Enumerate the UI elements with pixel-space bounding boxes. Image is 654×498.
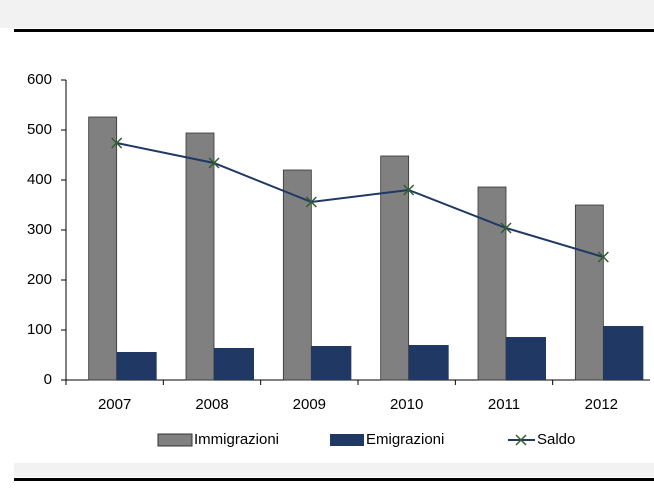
x-tick-label: 2010 [390,396,423,413]
top-rule [14,29,654,32]
y-tick-label: 200 [27,271,52,288]
bar [574,204,604,381]
bar [88,116,118,381]
line [116,142,604,258]
legend-marker [515,434,527,446]
legend-swatch [330,434,364,446]
bar [408,345,449,380]
x-tick-label: 2009 [293,396,326,413]
y-tick-label: 400 [27,171,52,188]
legend-swatch [157,433,193,447]
bar [116,352,157,380]
y-tick-label: 100 [27,321,52,338]
y-tick-label: 0 [44,371,52,388]
marker [597,251,609,263]
legend-label: Saldo [537,431,575,448]
bottom-band [14,463,654,477]
bottom-rule [14,478,654,481]
bar [214,348,254,380]
x-tick-label: 2008 [195,396,228,413]
y-tick-label: 500 [27,121,52,138]
bar [311,346,352,380]
marker [305,196,317,208]
bar [185,132,215,381]
bar [282,169,312,381]
top-band [0,0,654,28]
bar [603,326,644,380]
marker [111,137,123,149]
marker [403,184,415,196]
legend-label: Emigrazioni [366,431,444,448]
x-tick-label: 2007 [98,396,131,413]
bar [506,337,546,380]
bar [477,186,507,381]
marker [208,157,220,169]
y-tick-label: 300 [27,221,52,238]
legend-label: Immigrazioni [194,431,279,448]
x-tick-label: 2011 [488,396,520,413]
marker [500,222,512,234]
x-tick-label: 2012 [585,396,618,413]
y-tick-label: 600 [27,71,52,88]
